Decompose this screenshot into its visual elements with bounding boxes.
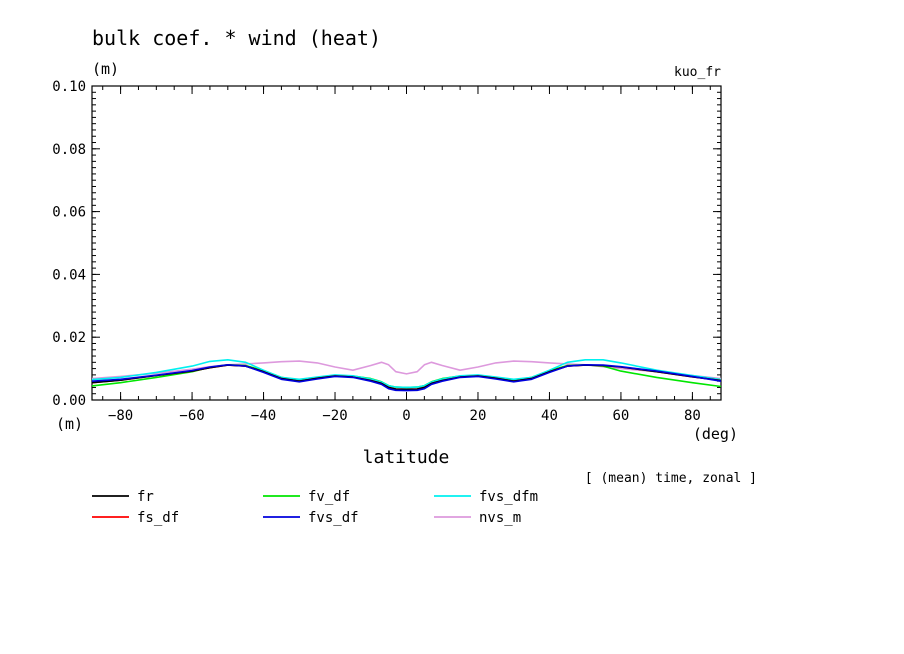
legend-label-fs_df: fs_df <box>137 510 179 526</box>
x-tick-label: −60 <box>179 408 204 424</box>
x-tick-label: 20 <box>470 408 487 424</box>
top-right-label: kuo_fr <box>674 65 721 80</box>
chart-title: bulk coef. * wind (heat) <box>92 26 381 50</box>
legend-label-nvs_m: nvs_m <box>479 510 521 526</box>
y-tick-label: 0.02 <box>52 330 86 346</box>
y-axis-unit-bottom: (m) <box>56 415 83 433</box>
x-axis: −80 −60 −40 −20 0 20 40 60 80 <box>102 86 711 424</box>
y-axis: 0.00 0.02 0.04 0.06 0.08 0.10 <box>52 79 721 409</box>
legend-label-fvs_df: fvs_df <box>308 510 359 526</box>
y-tick-label: 0.00 <box>52 393 86 409</box>
annotation: [ (mean) time, zonal ] <box>585 471 757 486</box>
x-tick-label: −40 <box>251 408 276 424</box>
y-tick-label: 0.06 <box>52 205 86 221</box>
x-axis-unit: (deg) <box>693 425 738 443</box>
x-tick-label: −20 <box>322 408 347 424</box>
y-axis-unit: (m) <box>92 60 119 78</box>
legend: fr fs_df fv_df fvs_df fvs_dfm nvs_m <box>92 489 538 526</box>
plot-frame <box>91 85 722 401</box>
series-group <box>91 358 722 392</box>
y-tick-label: 0.08 <box>52 142 86 158</box>
legend-label-fr: fr <box>137 489 154 505</box>
legend-label-fv_df: fv_df <box>308 489 350 505</box>
series-line-fvs_dfm <box>91 358 722 389</box>
x-tick-label: 60 <box>613 408 630 424</box>
x-tick-label: 40 <box>541 408 558 424</box>
legend-label-fvs_dfm: fvs_dfm <box>479 489 538 505</box>
y-tick-label: 0.10 <box>52 79 86 95</box>
series-line-nvs_m <box>91 360 722 380</box>
x-axis-label: latitude <box>363 447 450 468</box>
x-tick-label: −80 <box>108 408 133 424</box>
y-tick-label: 0.04 <box>52 267 86 283</box>
series-line-fvs_df <box>91 363 722 392</box>
x-tick-label: 80 <box>684 408 701 424</box>
x-tick-label: 0 <box>402 408 410 424</box>
